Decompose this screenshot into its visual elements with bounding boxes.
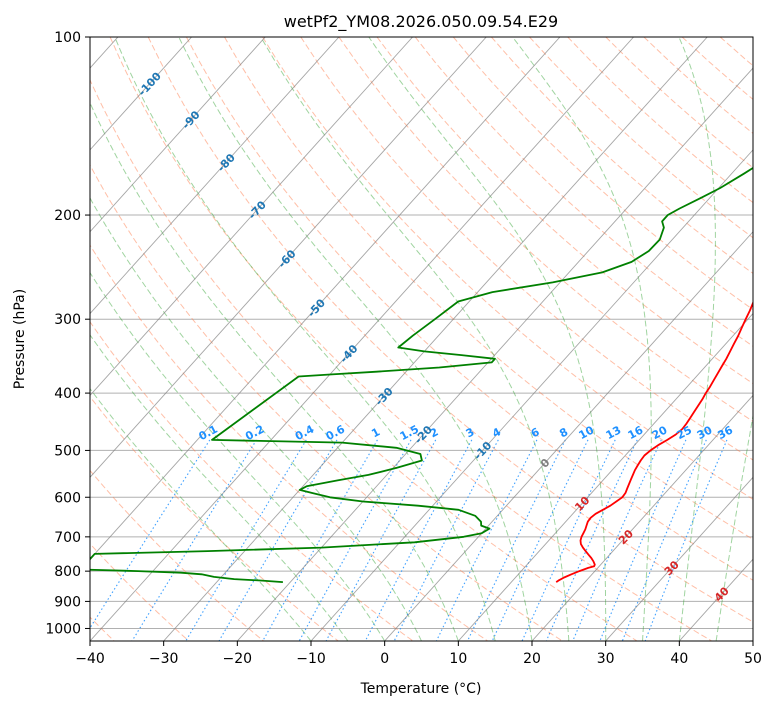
moist-adiabat-line xyxy=(368,37,607,641)
isotherms xyxy=(90,37,753,641)
moist-adiabats xyxy=(90,37,753,641)
isotherm-line xyxy=(457,312,753,641)
mixing-ratio-label: 13 xyxy=(604,424,624,443)
x-tick-label: 0 xyxy=(380,651,389,667)
y-tick-label: 700 xyxy=(54,530,81,546)
moist-adiabat-line xyxy=(678,37,716,641)
mixing-ratio-label: 25 xyxy=(674,424,694,443)
mixing-ratio-label: 20 xyxy=(650,423,670,442)
dewpoint-line xyxy=(90,166,753,583)
y-axis-title: Pressure (hPa) xyxy=(12,289,28,389)
dry-adiabat-line xyxy=(90,78,638,641)
y-tick-label: 500 xyxy=(54,443,81,459)
moist-adiabat-line xyxy=(512,37,652,641)
axes: −40 −30 −20 −10 0 10 20 30 40 50 100 200 300 400 500 60… xyxy=(45,30,762,667)
mixing-ratio-label: 16 xyxy=(626,423,646,442)
mixing-ratio-label: 36 xyxy=(715,423,735,442)
mixing-ratio-line xyxy=(218,439,338,641)
mixing-ratio-label: 30 xyxy=(695,423,715,442)
mixing-ratio-line xyxy=(599,439,687,641)
isotherm-line xyxy=(90,37,413,397)
temperature-line xyxy=(555,300,753,583)
mixing-ratio-line xyxy=(131,439,257,641)
moist-adiabat-line xyxy=(715,413,753,641)
moist-adiabat-line xyxy=(90,271,386,641)
moist-adiabat-line xyxy=(114,37,496,641)
moist-adiabat-line xyxy=(260,37,570,641)
x-tick-label: −40 xyxy=(75,651,105,667)
mixing-ratio-line xyxy=(364,439,473,641)
y-tick-label: 100 xyxy=(54,30,81,46)
x-tick-label: 30 xyxy=(597,651,615,667)
mixing-ratio-line xyxy=(491,439,589,641)
x-tick-label: 50 xyxy=(744,651,762,667)
y-tick-label: 1000 xyxy=(45,621,81,637)
y-tick-label: 300 xyxy=(54,312,81,328)
plot-area: 0.1 0.2 0.4 0.6 1 1.5 2 3 4 6 8 10 13 16 20 25 30 36-100-… xyxy=(90,37,753,641)
x-tick-label: −20 xyxy=(223,651,253,667)
mixing-ratio-line xyxy=(393,439,499,641)
isotherm-line xyxy=(90,37,192,151)
y-tick-label: 400 xyxy=(54,386,81,402)
dry-adiabat-line xyxy=(300,37,753,461)
y-tick-label: 800 xyxy=(54,564,81,580)
isotherm-line xyxy=(163,37,708,641)
isotherm-line xyxy=(236,67,753,641)
mixing-ratio-lines xyxy=(90,439,728,641)
isotherm-line xyxy=(90,37,561,560)
moist-adiabat-line xyxy=(90,196,422,641)
mixing-ratio-line xyxy=(572,439,662,641)
dry-adiabat-line xyxy=(90,244,488,641)
isotherm-line xyxy=(384,231,753,641)
mixing-ratio-line xyxy=(435,439,538,641)
moist-adiabat-line xyxy=(90,101,459,641)
x-axis-title: Temperature (°C) xyxy=(360,681,482,697)
isotherm-line xyxy=(531,394,753,641)
x-tick-label: 10 xyxy=(449,651,467,667)
x-tick-label: 40 xyxy=(670,651,688,667)
plot-frame xyxy=(89,36,754,642)
chart-title: wetPf2_YM08.2026.050.09.54.E29 xyxy=(284,12,558,32)
profile-series xyxy=(90,166,753,583)
isotherm-line xyxy=(90,37,266,233)
isotherm-line xyxy=(90,37,634,641)
mixing-ratio-label: 10 xyxy=(576,423,596,442)
dry-adiabat-line xyxy=(109,37,712,641)
dry-adiabat-line xyxy=(90,164,563,641)
dry-adiabat-line xyxy=(90,469,264,641)
y-tick-label: 200 xyxy=(54,208,81,224)
x-tick-label: −30 xyxy=(149,651,179,667)
dry-adiabats xyxy=(90,37,753,641)
isotherm-line xyxy=(310,149,753,641)
isotherm-line xyxy=(90,37,340,315)
mixing-ratio-line xyxy=(467,439,566,641)
isotherm-line xyxy=(605,476,753,641)
dry-adiabat-line xyxy=(262,37,753,500)
mixing-ratio-line xyxy=(298,439,412,641)
dry-adiabat-line xyxy=(185,37,753,581)
mixing-ratio-line xyxy=(325,439,437,641)
dry-adiabat-line xyxy=(90,543,190,641)
y-tick-label: 900 xyxy=(54,594,81,610)
x-tick-label: −10 xyxy=(296,651,326,667)
dry-adiabat-line xyxy=(224,37,753,540)
x-tick-label: 20 xyxy=(523,651,541,667)
y-tick-label: 600 xyxy=(54,490,81,506)
dry-adiabat-line xyxy=(147,37,753,623)
isotherm-line xyxy=(90,37,487,478)
mixing-ratio-line xyxy=(521,439,616,641)
